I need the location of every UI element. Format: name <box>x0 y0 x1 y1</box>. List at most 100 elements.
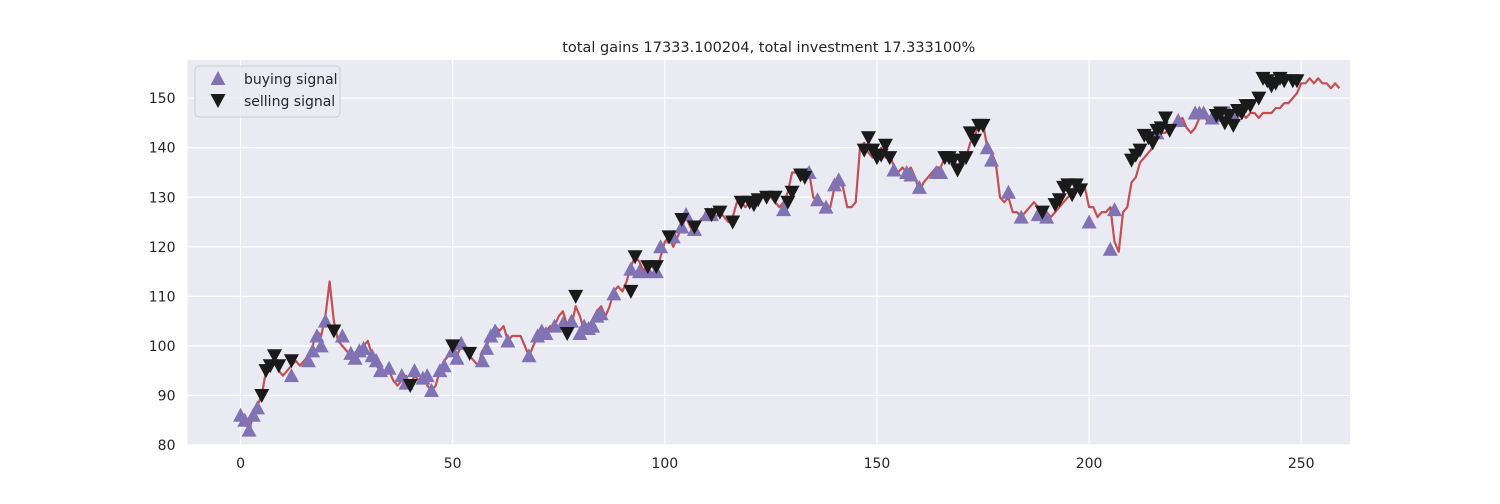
buy-signal-marker <box>933 164 949 179</box>
buy-signal-marker <box>606 286 622 301</box>
buy-signal-marker <box>309 328 325 343</box>
y-tick-label: 100 <box>149 339 176 355</box>
sell-signal-marker <box>559 327 575 342</box>
sell-signal-marker <box>703 208 719 223</box>
sell-signal-marker <box>1162 123 1178 138</box>
sell-signal-marker <box>648 260 664 275</box>
y-tick-label: 140 <box>149 141 176 157</box>
buy-signal-marker <box>653 239 669 254</box>
sell-signal-marker <box>712 205 728 220</box>
legend-buy-marker-icon <box>210 71 226 85</box>
buy-signal-marker <box>572 326 588 341</box>
buy-signal-marker <box>283 368 299 383</box>
sell-signal-marker <box>784 185 800 200</box>
buy-signal-marker <box>776 202 792 217</box>
buy-signal-marker <box>593 306 609 321</box>
y-tick-label: 130 <box>149 190 176 206</box>
sell-signal-marker <box>1157 111 1173 126</box>
x-tick-label: 50 <box>444 456 462 472</box>
sell-signal-marker <box>674 213 690 228</box>
buy-signal-marker <box>818 199 834 214</box>
sell-signal-marker <box>797 170 813 185</box>
buy-signal-marker <box>423 382 439 397</box>
sell-signal-marker <box>958 151 974 166</box>
sell-signal-marker <box>1289 74 1305 89</box>
y-tick-label: 80 <box>158 438 176 454</box>
sell-signal-marker <box>1132 143 1148 158</box>
y-tick-label: 120 <box>149 240 176 256</box>
buy-signal-marker <box>810 192 826 207</box>
buy-signal-marker <box>381 360 397 375</box>
buy-signal-marker <box>356 340 372 355</box>
sell-signal-marker <box>1225 118 1241 133</box>
x-tick-label: 0 <box>236 456 245 472</box>
sell-signal-marker <box>445 339 461 354</box>
buy-signal-marker <box>1102 241 1118 256</box>
sell-signal-marker <box>283 354 299 369</box>
buy-signal-marker <box>317 313 333 328</box>
sell-signal-marker <box>568 289 584 304</box>
chart-title: total gains 17333.100204, total investme… <box>562 40 975 56</box>
sell-signal-marker <box>326 324 342 339</box>
sell-signal-marker <box>865 143 881 158</box>
x-tick-label: 100 <box>651 456 678 472</box>
buy-signal-marker <box>436 358 452 373</box>
buy-signal-marker <box>886 162 902 177</box>
buy-markers <box>233 105 1241 437</box>
y-tick-label: 90 <box>158 388 176 404</box>
sell-signal-marker <box>962 126 978 141</box>
sell-signal-marker <box>725 215 741 230</box>
buy-signal-marker <box>979 140 995 155</box>
buy-signal-marker <box>313 338 329 353</box>
grid <box>187 60 1350 446</box>
sell-signal-marker <box>1251 91 1267 106</box>
buy-signal-marker <box>911 179 927 194</box>
legend-buy-label: buying signal <box>244 72 338 88</box>
buy-signal-marker <box>500 333 516 348</box>
legend-sell-marker-icon <box>210 94 226 108</box>
sell-signal-marker <box>1064 188 1080 203</box>
buy-signal-marker <box>479 340 495 355</box>
sell-signal-marker <box>1073 183 1089 198</box>
buy-signal-marker <box>623 261 639 276</box>
buy-signal-marker <box>521 348 537 363</box>
buy-signal-marker <box>1081 214 1097 229</box>
sell-signal-marker <box>1034 205 1050 220</box>
buy-signal-marker <box>334 328 350 343</box>
sell-signal-marker <box>860 131 876 146</box>
legend: buying signal selling signal <box>194 65 341 118</box>
buy-signal-marker <box>449 350 465 365</box>
buy-signal-marker <box>453 335 469 350</box>
buy-signal-marker <box>474 353 490 368</box>
buy-signal-marker <box>250 400 266 415</box>
buy-signal-marker <box>300 353 316 368</box>
buy-signal-marker <box>241 422 257 437</box>
sell-signal-marker <box>462 346 478 361</box>
sell-signal-marker <box>877 138 893 153</box>
buy-signal-marker <box>347 350 363 365</box>
buy-signal-marker <box>903 167 919 182</box>
sell-signal-marker <box>882 151 898 166</box>
buy-signal-marker <box>237 412 253 427</box>
buy-signal-marker <box>585 318 601 333</box>
sell-signal-marker <box>767 190 783 205</box>
sell-signal-marker <box>1221 108 1237 123</box>
sell-signal-marker <box>1051 193 1067 208</box>
buy-signal-marker <box>831 172 847 187</box>
sell-signal-marker <box>975 118 991 133</box>
buy-signal-marker <box>1039 209 1055 224</box>
sell-signal-marker <box>1145 136 1161 151</box>
x-tick-label: 250 <box>1288 456 1315 472</box>
buy-signal-marker <box>1013 209 1029 224</box>
sell-signal-marker <box>780 195 796 210</box>
sell-signal-marker <box>271 359 287 374</box>
buy-signal-marker <box>419 368 435 383</box>
sell-signal-marker <box>687 220 703 235</box>
buy-signal-marker <box>1170 112 1186 127</box>
buy-signal-marker <box>538 326 554 341</box>
buy-signal-marker <box>305 343 321 358</box>
x-tick-label: 150 <box>864 456 891 472</box>
sell-signal-marker <box>266 349 282 364</box>
buy-signal-marker <box>368 353 384 368</box>
